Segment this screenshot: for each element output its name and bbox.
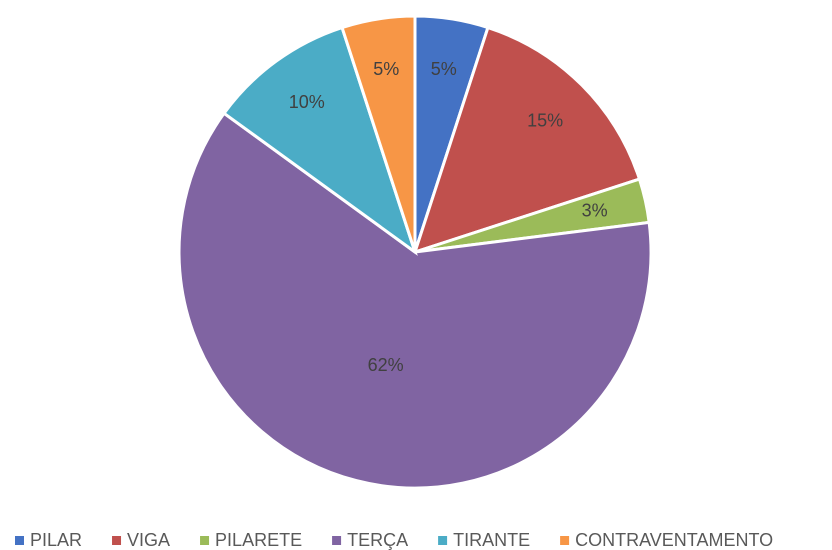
data-label: 62% bbox=[368, 355, 404, 375]
data-label: 5% bbox=[431, 59, 457, 79]
data-label: 3% bbox=[582, 201, 608, 221]
legend-label: CONTRAVENTAMENTO bbox=[575, 530, 773, 550]
legend-marker bbox=[560, 536, 570, 545]
legend-marker bbox=[332, 536, 342, 545]
legend-marker bbox=[15, 536, 24, 545]
legend-marker bbox=[438, 536, 448, 545]
pie-slice bbox=[177, 111, 653, 490]
legend-label: TERÇA bbox=[347, 530, 408, 550]
data-label: 10% bbox=[289, 92, 325, 112]
data-label: 15% bbox=[527, 111, 563, 131]
legend-label: VIGA bbox=[127, 530, 170, 550]
pie-slice bbox=[340, 14, 417, 253]
legend-label: PILAR bbox=[30, 530, 82, 550]
legend-marker bbox=[112, 536, 122, 545]
legend-marker bbox=[200, 536, 210, 545]
legend-label: PILARETE bbox=[215, 530, 302, 550]
pie-slice bbox=[221, 25, 418, 256]
legend-label: TIRANTE bbox=[453, 530, 530, 550]
data-label: 5% bbox=[373, 59, 399, 79]
